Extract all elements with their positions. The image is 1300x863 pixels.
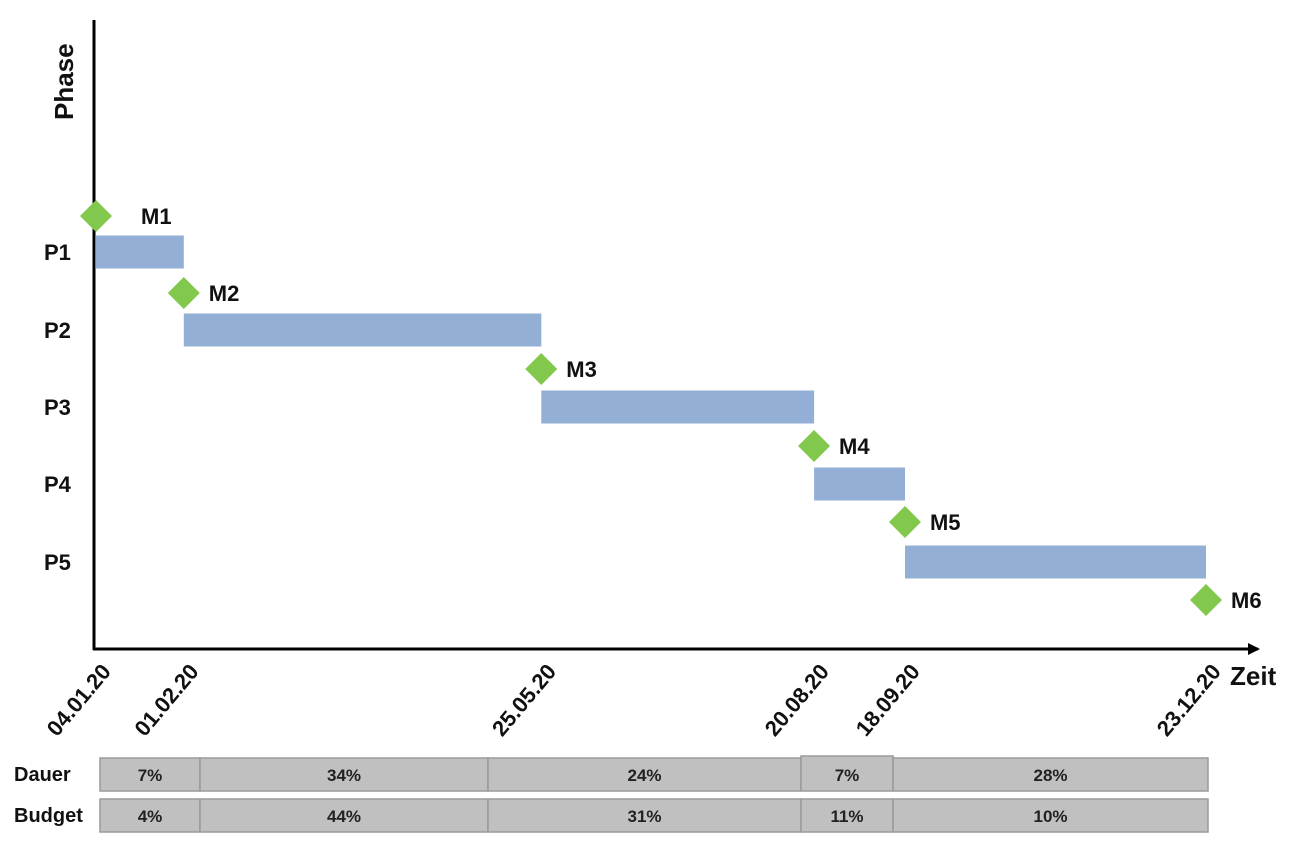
date-tick-4: 18.09.20 — [851, 659, 925, 741]
milestone-diamond-m3 — [525, 353, 558, 385]
table-cell-value: 34% — [327, 766, 361, 785]
milestone-label-m2: M2 — [209, 281, 240, 306]
table-cell-value: 44% — [327, 807, 361, 826]
milestone-diamond-m2 — [167, 277, 200, 309]
milestone-diamond-m6 — [1190, 584, 1222, 616]
phase-bar-p2 — [183, 313, 542, 347]
table-cell-value: 10% — [1033, 807, 1067, 826]
table-cell-value: 7% — [835, 766, 860, 785]
x-axis-label: Zeit — [1230, 661, 1277, 691]
date-tick-2: 25.05.20 — [487, 659, 561, 741]
date-tick-5: 23.12.20 — [1152, 659, 1226, 741]
milestone-diamond-m1 — [80, 200, 112, 232]
table-row-label-dauer: Dauer — [14, 764, 71, 786]
date-tick-labels: 04.01.20 01.02.20 25.05.20 20.08.20 18.09.20… — [42, 659, 1226, 741]
table-cell-value: 24% — [627, 766, 661, 785]
date-tick-3: 20.08.20 — [760, 659, 834, 741]
dauer-budget-table: Dauer 7% 34% 24% 7% 28% Budget 4% 44% 31% 11% 10% — [14, 755, 1209, 833]
phase-bar-p4 — [814, 467, 905, 501]
table-cell — [487, 798, 802, 833]
milestones: M1 M2 M3 M4 M5 M6 — [80, 200, 1262, 616]
table-cell — [892, 798, 1209, 833]
date-tick-1: 01.02.20 — [129, 659, 203, 741]
table-row-label-budget: Budget — [14, 805, 83, 827]
phase-labels: P1 P2 P3 P4 P5 — [44, 240, 72, 575]
milestone-label-m5: M5 — [930, 510, 961, 535]
date-tick-0: 04.01.20 — [42, 659, 116, 741]
milestone-label-m4: M4 — [839, 434, 870, 459]
table-cell — [800, 755, 894, 792]
table-cell-value: 4% — [138, 807, 163, 826]
table-cell-value: 31% — [627, 807, 661, 826]
table-cell-value: 28% — [1033, 766, 1067, 785]
phase-bars — [96, 235, 1206, 579]
phase-label-p5: P5 — [44, 550, 71, 575]
milestone-diamond-m5 — [888, 506, 921, 538]
milestone-label-m3: M3 — [566, 357, 597, 382]
table-cell — [99, 798, 201, 833]
table-cell-value: 11% — [830, 807, 863, 826]
milestone-label-m1: M1 — [141, 204, 172, 229]
table-cell-value: 7% — [138, 766, 163, 785]
milestone-diamond-m4 — [798, 430, 831, 462]
phase-label-p1: P1 — [44, 240, 71, 265]
phase-label-p4: P4 — [44, 472, 72, 497]
phase-label-p3: P3 — [44, 395, 71, 420]
table-cell — [199, 798, 489, 833]
phase-bar-p3 — [541, 390, 815, 424]
table-cell — [892, 757, 1209, 792]
y-axis-label: Phase — [49, 43, 79, 120]
table-cell — [487, 757, 802, 792]
phase-bar-p5 — [905, 545, 1206, 579]
phase-bar-p1 — [96, 235, 184, 269]
phase-label-p2: P2 — [44, 318, 71, 343]
milestone-label-m6: M6 — [1231, 588, 1262, 613]
